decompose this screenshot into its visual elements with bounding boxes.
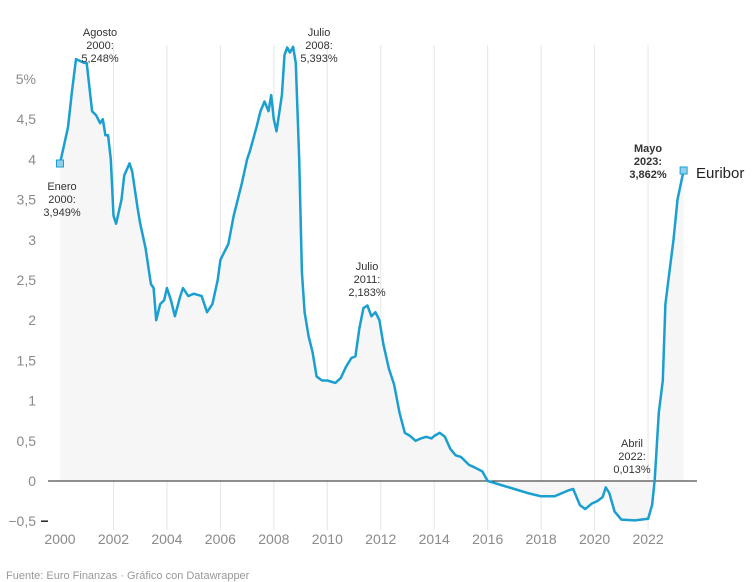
annotation-label: Julio [356,261,379,273]
x-tick-label: 2006 [205,531,236,547]
y-tick-label: 2,5 [17,272,37,288]
area-fill [60,46,684,521]
y-tick-label: 3,5 [17,192,37,208]
annotation-label: Enero [47,181,76,193]
x-tick-label: 2016 [472,531,503,547]
start-point-marker [56,159,64,168]
y-tick-label: 3 [28,232,36,248]
x-tick-label: 2002 [98,531,129,547]
annotation-label: 2008: [305,40,333,52]
y-tick-label: 5% [16,71,36,87]
x-tick-label: 2014 [419,531,450,547]
y-tick-label: 2 [28,312,36,328]
y-tick-label: 1,5 [17,352,37,368]
annotation-label: 0,013% [613,464,651,476]
annotation-label: Julio [308,27,331,39]
annotation-label: 5,393% [300,53,338,65]
annotation-label: 3,949% [43,207,81,219]
end-point-marker [679,166,688,175]
x-tick-label: 2008 [258,531,289,547]
x-tick-label: 2018 [526,531,557,547]
y-tick-label: 1 [28,393,36,409]
annotation-label: 2023: [634,156,662,168]
x-tick-label: 2020 [579,531,610,547]
source-footer: Fuente: Euro Finanzas · Gráfico con Data… [6,570,250,582]
x-tick-label: 2010 [312,531,343,547]
series-line-euribor [58,45,685,522]
annotation-label: 3,862% [629,169,667,181]
y-tick-label: 0,5 [17,433,37,449]
y-tick-label: 0 [28,473,36,489]
annotation-label: 5,248% [81,53,119,65]
annotation-label: 2000: [48,194,76,206]
annotation-label: 2000: [86,40,114,52]
series-label: Euribor [696,165,744,182]
annotation-label: 2011: [354,274,381,286]
annotation-label: Agosto [83,27,117,39]
x-tick-label: 2000 [44,531,75,547]
y-tick-label: −0,5 [8,513,36,529]
annotation-label: Abril [621,438,643,450]
annotation-label: Mayo [634,143,662,155]
y-tick-label: 4,5 [17,111,37,127]
annotation-label: 2022: [618,451,646,463]
x-tick-label: 2022 [632,531,663,547]
y-tick-label: 4 [28,151,36,167]
annotation-label: 2,183% [348,287,386,299]
x-tick-label: 2012 [365,531,396,547]
x-tick-label: 2004 [151,531,182,547]
